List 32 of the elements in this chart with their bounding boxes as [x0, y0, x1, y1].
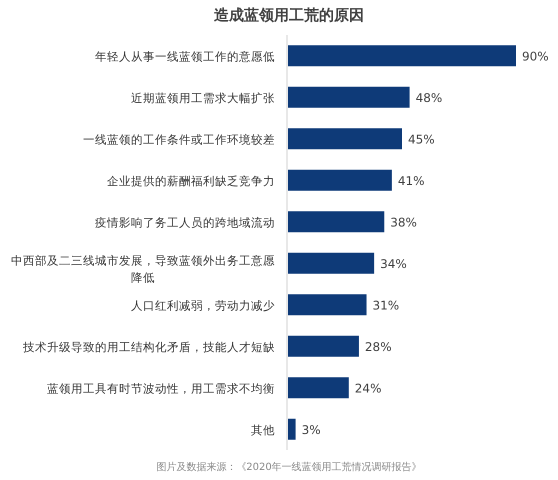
bar — [288, 418, 296, 440]
chart-title: 造成蓝领用工荒的原因 — [213, 6, 364, 24]
bar — [288, 170, 392, 191]
bar — [288, 336, 359, 357]
y-tick-label: 人口红利减弱，劳动力减少 — [131, 298, 275, 312]
y-tick-label: 技术升级导致的用工结构化矛盾，技能人才短缺 — [22, 340, 275, 354]
data-label: 45% — [408, 132, 435, 146]
data-label: 41% — [398, 174, 425, 188]
bar — [288, 45, 516, 66]
data-label: 24% — [354, 381, 382, 396]
y-tick-label: 中西部及二三线城市发展，导致蓝领外出务工意愿降低 — [11, 253, 275, 284]
y-tick-label: 蓝领用工具有时节波动性，用工需求不均衡 — [47, 381, 275, 396]
data-label: 34% — [380, 256, 407, 271]
data-label: 28% — [364, 340, 392, 354]
data-label: 90% — [522, 49, 549, 64]
y-tick-label: 疫情影响了务工人员的跨地域流动 — [95, 215, 275, 230]
data-label: 31% — [372, 298, 400, 312]
bar — [288, 128, 402, 150]
y-tick-label: 企业提供的薪酬福利缺乏竞争力 — [107, 174, 275, 188]
bar — [288, 211, 384, 232]
y-tick-label: 近期蓝领用工需求大幅扩张 — [131, 90, 275, 105]
y-tick-label: 年轻人从事一线蓝领工作的意愿低 — [95, 49, 275, 64]
data-label: 48% — [416, 90, 442, 105]
bar — [288, 252, 374, 274]
y-tick-label: 其他 — [251, 422, 275, 437]
bar — [288, 294, 367, 316]
bar — [288, 377, 349, 398]
data-label: 38% — [390, 215, 417, 230]
y-tick-label: 一线蓝领的工作条件或工作环境较差 — [83, 132, 275, 146]
data-label: 3% — [302, 422, 321, 437]
bar — [288, 86, 410, 108]
text: 图片及数据来源：《2020年一线蓝领用工荒情况调研报告》 — [156, 461, 422, 473]
